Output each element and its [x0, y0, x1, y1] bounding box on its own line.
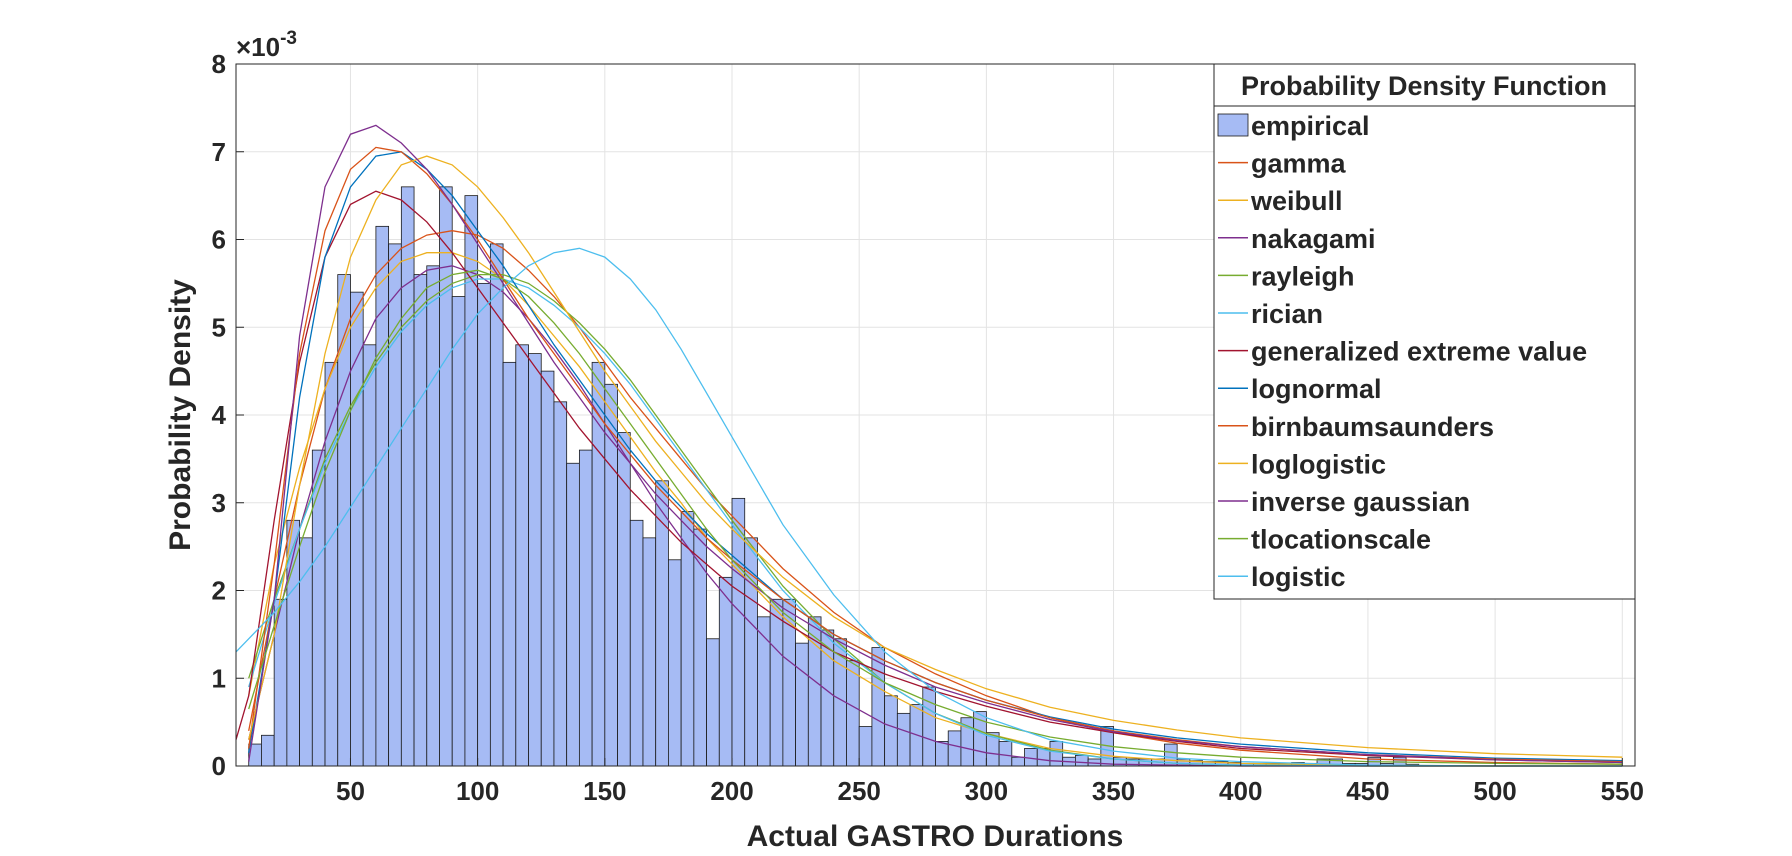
y-tick-label: 4	[212, 400, 227, 430]
histogram-bar	[426, 265, 440, 767]
histogram-bar	[489, 243, 504, 767]
x-tick-label: 200	[710, 776, 753, 806]
histogram-bar	[884, 695, 898, 767]
curve-lognormal	[248, 151, 1623, 762]
histogram-bar	[553, 401, 568, 767]
curve-nakagami	[248, 265, 1623, 767]
fitted-curves	[235, 124, 1623, 767]
histogram-bar	[655, 480, 669, 767]
y-tick-label: 8	[212, 49, 226, 79]
y-axis-ticks: 0 1 2 3 4 5 6 7 8	[212, 49, 244, 781]
histogram-bar	[757, 616, 771, 767]
histogram-bar	[680, 511, 695, 767]
legend-label: logistic	[1251, 562, 1346, 592]
histogram-bar	[578, 449, 593, 767]
legend-label: empirical	[1251, 111, 1370, 141]
histogram-bar	[375, 225, 390, 767]
histogram-bar	[642, 537, 657, 767]
y-exponent-label: ×10-3	[236, 28, 297, 62]
histogram-bar	[871, 647, 886, 767]
empirical-histogram	[248, 186, 1420, 767]
histogram-bar	[439, 186, 453, 767]
histogram-bar	[896, 712, 911, 767]
histogram-bar	[413, 274, 428, 767]
histogram-bar	[629, 519, 644, 767]
curve-logistic	[235, 247, 1623, 767]
y-tick-label: 6	[212, 225, 226, 255]
histogram-bar	[795, 642, 809, 767]
histogram-bar	[400, 186, 415, 767]
legend-label: loglogistic	[1251, 449, 1386, 479]
histogram-bar	[935, 741, 949, 767]
curve-rician	[248, 278, 1623, 767]
curve-generalized-extreme-value	[235, 190, 1623, 764]
y-tick-label: 1	[212, 663, 226, 693]
x-axis-ticks: 50 100 150 200 250 300 350 400 450 500 550	[336, 758, 1644, 806]
legend-label: rayleigh	[1251, 261, 1355, 291]
y-tick-label: 0	[212, 751, 226, 781]
histogram-bar	[261, 734, 275, 767]
y-tick-label: 2	[212, 576, 226, 606]
legend-label: gamma	[1251, 149, 1347, 179]
x-tick-label: 150	[583, 776, 626, 806]
legend-label: birnbaumsaunders	[1251, 412, 1494, 442]
histogram-bar	[451, 296, 466, 767]
histogram-bar	[807, 616, 822, 767]
y-axis-title: Probability Density	[164, 279, 197, 551]
curve-birnbaumsaunders	[248, 146, 1623, 763]
histogram-bar	[350, 291, 364, 767]
histogram-bar	[540, 370, 555, 767]
x-tick-label: 450	[1346, 776, 1389, 806]
legend-title: Probability Density Function	[1241, 71, 1607, 101]
legend-label: tlocationscale	[1251, 525, 1431, 555]
histogram-bar	[858, 726, 873, 767]
histogram-bar	[362, 344, 377, 767]
histogram-bar	[706, 638, 720, 767]
legend-label: lognormal	[1251, 374, 1382, 404]
histogram-bar	[668, 559, 682, 767]
y-tick-label: 7	[212, 137, 226, 167]
legend-label: inverse gaussian	[1251, 487, 1470, 517]
histogram-bar	[515, 344, 529, 767]
legend-items: empirical gamma weibull nakagami rayleigh ric…	[1217, 111, 1587, 592]
histogram-bar	[1011, 756, 1025, 767]
legend: Probability Density Function empirical ga…	[1213, 63, 1636, 600]
histogram-bar	[311, 449, 326, 767]
x-tick-label: 250	[837, 776, 880, 806]
curve-inverse-gaussian	[248, 124, 1623, 764]
histogram-bar	[947, 730, 962, 767]
curve-loglogistic	[248, 155, 1623, 758]
legend-label: rician	[1251, 299, 1323, 329]
histogram-bar	[769, 598, 784, 767]
histogram-bar	[998, 741, 1013, 767]
legend-label: nakagami	[1251, 224, 1376, 254]
x-tick-label: 100	[456, 776, 499, 806]
curve-weibull	[248, 252, 1623, 767]
histogram-bar	[718, 576, 733, 767]
y-tick-label: 3	[212, 488, 226, 518]
histogram-bar	[528, 353, 542, 767]
histogram-bar	[922, 686, 936, 767]
x-tick-label: 400	[1219, 776, 1262, 806]
x-tick-label: 500	[1473, 776, 1516, 806]
histogram-bar	[846, 660, 860, 767]
legend-label: weibull	[1250, 186, 1343, 216]
histogram-bar	[1075, 755, 1089, 767]
legend-label: generalized extreme value	[1251, 337, 1587, 367]
legend-box	[1213, 63, 1636, 600]
legend-swatch	[1217, 113, 1249, 137]
x-tick-label: 550	[1601, 776, 1644, 806]
x-tick-label: 300	[965, 776, 1008, 806]
x-tick-label: 350	[1092, 776, 1135, 806]
histogram-bar	[566, 462, 580, 767]
curve-tlocationscale	[248, 269, 1623, 765]
histogram-bar	[477, 282, 491, 767]
x-tick-label: 50	[336, 776, 365, 806]
histogram-bar	[1049, 741, 1064, 767]
y-tick-label: 5	[212, 312, 226, 342]
x-axis-title: Actual GASTRO Durations	[747, 820, 1124, 853]
histogram-bar	[502, 361, 517, 767]
